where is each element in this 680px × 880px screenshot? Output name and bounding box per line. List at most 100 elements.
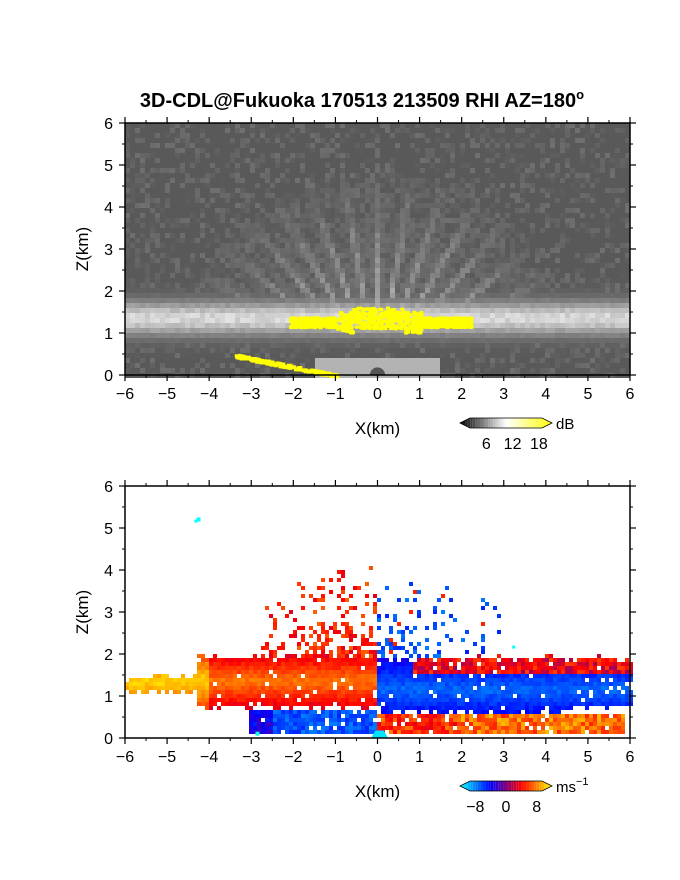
reflectivity-cell <box>580 198 585 203</box>
reflectivity-cell <box>515 298 520 303</box>
reflectivity-cell <box>585 193 590 198</box>
reflectivity-cell <box>365 338 370 343</box>
reflectivity-cell <box>255 298 260 303</box>
reflectivity-cell <box>480 333 485 338</box>
reflectivity-cell <box>325 258 330 263</box>
reflectivity-cell <box>535 338 540 343</box>
reflectivity-cell <box>380 178 385 183</box>
reflectivity-cell <box>260 163 265 168</box>
reflectivity-cell <box>295 218 300 223</box>
reflectivity-cell <box>230 218 235 223</box>
reflectivity-cell <box>420 208 425 213</box>
reflectivity-cell <box>415 303 420 308</box>
reflectivity-cell <box>300 123 305 128</box>
reflectivity-cell <box>180 198 185 203</box>
reflectivity-cell <box>165 258 170 263</box>
reflectivity-cell <box>540 323 545 328</box>
reflectivity-cell <box>135 308 140 313</box>
reflectivity-cell <box>440 298 445 303</box>
reflectivity-cell <box>585 138 590 143</box>
reflectivity-cell <box>125 183 130 188</box>
reflectivity-cell <box>490 333 495 338</box>
reflectivity-cell <box>320 168 325 173</box>
reflectivity-cell <box>140 198 145 203</box>
reflectivity-cell <box>360 218 365 223</box>
reflectivity-cell <box>325 283 330 288</box>
reflectivity-cell <box>515 268 520 273</box>
reflectivity-cell <box>195 203 200 208</box>
reflectivity-cell <box>385 173 390 178</box>
reflectivity-cell <box>305 333 310 338</box>
reflectivity-cell <box>385 178 390 183</box>
reflectivity-cell <box>250 293 255 298</box>
reflectivity-cell <box>370 153 375 158</box>
reflectivity-cell <box>485 148 490 153</box>
reflectivity-cell <box>280 228 285 233</box>
reflectivity-cell <box>165 193 170 198</box>
reflectivity-cell <box>125 248 130 253</box>
reflectivity-cell <box>400 198 405 203</box>
reflectivity-cell <box>130 253 135 258</box>
reflectivity-cell <box>450 298 455 303</box>
reflectivity-cell <box>235 178 240 183</box>
reflectivity-cell <box>460 308 465 313</box>
reflectivity-cell <box>525 168 530 173</box>
reflectivity-cell <box>425 178 430 183</box>
reflectivity-cell <box>545 288 550 293</box>
reflectivity-cell <box>425 138 430 143</box>
reflectivity-cell <box>135 288 140 293</box>
reflectivity-cell <box>225 258 230 263</box>
reflectivity-cell <box>220 183 225 188</box>
reflectivity-cell <box>240 308 245 313</box>
reflectivity-cell <box>320 228 325 233</box>
reflectivity-cell <box>440 143 445 148</box>
reflectivity-cell <box>350 233 355 238</box>
reflectivity-cell <box>610 203 615 208</box>
reflectivity-cell <box>205 358 210 363</box>
reflectivity-cell <box>535 248 540 253</box>
reflectivity-cell <box>315 188 320 193</box>
reflectivity-cell <box>485 353 490 358</box>
reflectivity-cell <box>385 238 390 243</box>
reflectivity-cell <box>270 333 275 338</box>
reflectivity-cell <box>470 348 475 353</box>
reflectivity-cell <box>375 133 380 138</box>
reflectivity-cell <box>545 183 550 188</box>
reflectivity-cell <box>295 268 300 273</box>
reflectivity-cell <box>215 333 220 338</box>
reflectivity-cell <box>270 133 275 138</box>
reflectivity-cell <box>360 208 365 213</box>
reflectivity-cell <box>145 368 150 373</box>
reflectivity-cell <box>490 313 495 318</box>
reflectivity-cell <box>495 353 500 358</box>
reflectivity-cell <box>485 283 490 288</box>
reflectivity-cell <box>260 198 265 203</box>
reflectivity-cell <box>430 363 435 368</box>
reflectivity-cell <box>360 283 365 288</box>
reflectivity-cell <box>220 348 225 353</box>
reflectivity-cell <box>570 258 575 263</box>
reflectivity-cell <box>255 238 260 243</box>
reflectivity-cell <box>350 218 355 223</box>
reflectivity-cell <box>245 283 250 288</box>
reflectivity-cell <box>210 158 215 163</box>
reflectivity-cell <box>310 153 315 158</box>
reflectivity-cell <box>365 238 370 243</box>
reflectivity-cell <box>190 228 195 233</box>
reflectivity-cell <box>450 133 455 138</box>
reflectivity-cell <box>525 148 530 153</box>
reflectivity-cell <box>495 233 500 238</box>
reflectivity-cell <box>275 263 280 268</box>
reflectivity-cell <box>475 153 480 158</box>
reflectivity-cell <box>600 188 605 193</box>
reflectivity-cell <box>285 348 290 353</box>
reflectivity-cell <box>175 128 180 133</box>
reflectivity-cell <box>290 238 295 243</box>
reflectivity-cell <box>510 143 515 148</box>
reflectivity-cell <box>535 143 540 148</box>
reflectivity-cell <box>375 238 380 243</box>
reflectivity-cell <box>155 313 160 318</box>
reflectivity-cell <box>525 328 530 333</box>
reflectivity-cell <box>525 268 530 273</box>
reflectivity-cell <box>585 348 590 353</box>
